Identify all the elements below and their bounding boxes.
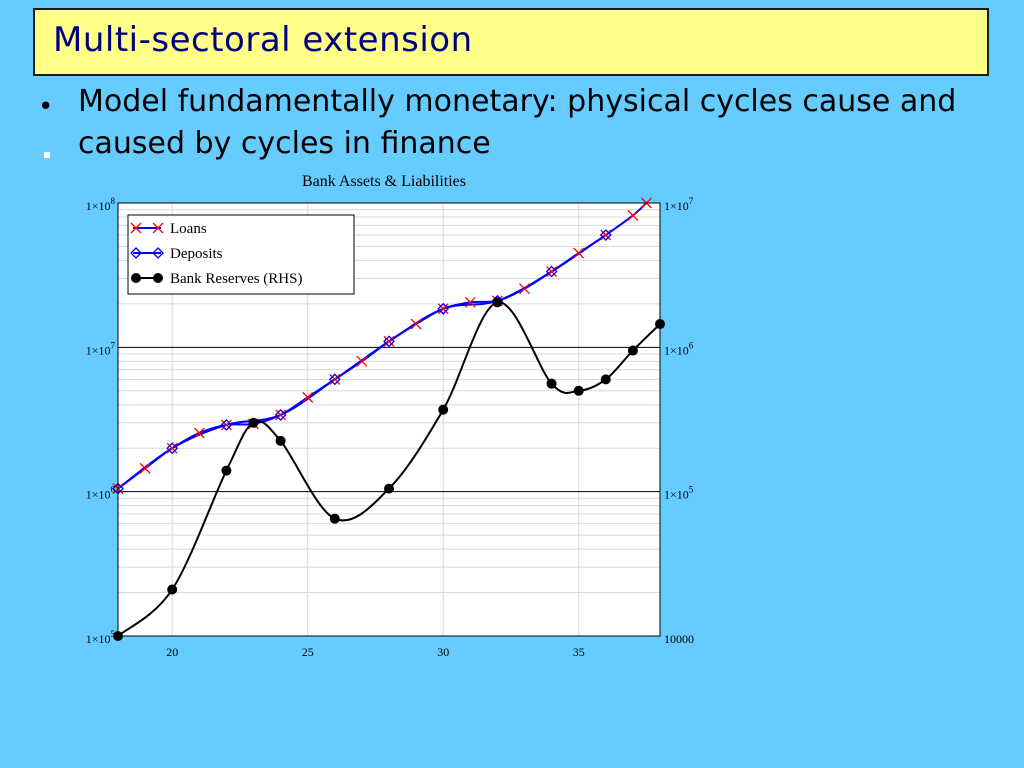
bullet-text-line1: Model fundamentally monetary: physical c… — [78, 84, 957, 119]
legend-label-loans: Loans — [170, 221, 207, 237]
marker-loans — [627, 209, 639, 221]
marker-loans — [546, 266, 558, 278]
marker-reserves — [573, 385, 584, 396]
marker-loans — [220, 419, 232, 431]
y2-tick-label: 1×106 — [664, 340, 694, 357]
legend-label-deposits: Deposits — [170, 246, 223, 262]
legend-marker-deposits — [152, 247, 164, 259]
legend: Loans Deposits Bank Reserves (RHS) — [127, 214, 355, 295]
marker-loans — [139, 462, 151, 474]
chart-title: Bank Assets & Liabilities — [302, 173, 466, 190]
plot-frame — [117, 202, 661, 637]
marker-loans — [383, 335, 395, 347]
marker-loans — [329, 373, 341, 385]
marker-reserves — [600, 374, 611, 385]
marker-loans — [193, 427, 205, 439]
y2-tick-label: 10000 — [664, 632, 694, 646]
title-box: Multi-sectoral extension — [33, 8, 989, 76]
legend-marker-deposits — [130, 247, 142, 259]
marker-reserves — [384, 483, 394, 494]
marker-loans — [573, 247, 585, 259]
slide-title: Multi-sectoral extension — [53, 20, 473, 60]
x-tick-label: 25 — [302, 645, 314, 659]
marker-loans — [410, 318, 422, 330]
marker-reserves — [275, 435, 286, 446]
x-tick-label: 30 — [437, 645, 449, 659]
marker-loans — [464, 296, 476, 308]
marker-reserves — [546, 378, 557, 389]
marker-deposits — [274, 409, 287, 421]
y-tick-label: 1×107 — [86, 340, 116, 357]
y-tick-label: 1×105 — [86, 629, 116, 646]
bullet-text-line2: caused by cycles in finance — [78, 126, 491, 161]
legend-marker-reserves — [131, 273, 141, 283]
y-tick-label: 1×108 — [86, 196, 116, 213]
x-tick-label: 35 — [573, 645, 585, 659]
series-layer — [112, 197, 665, 641]
legend-box — [127, 214, 355, 295]
bullet-symbol: • — [38, 92, 54, 122]
legend-label-reserves: Bank Reserves (RHS) — [170, 271, 302, 287]
legend-marker-loans — [152, 222, 164, 234]
y2-tick-label: 1×107 — [664, 196, 694, 213]
marker-deposits — [545, 265, 558, 278]
marker-deposits — [328, 373, 341, 386]
marker-reserves — [438, 404, 449, 415]
marker-deposits — [437, 302, 450, 315]
bullet-marker — [44, 152, 50, 158]
marker-reserves — [221, 465, 232, 476]
x-tick-label: 20 — [166, 645, 178, 659]
marker-reserves — [248, 417, 259, 428]
marker-reserves — [167, 584, 178, 595]
y-tick-label: 1×106 — [86, 485, 116, 502]
legend-marker-reserves — [153, 273, 163, 283]
marker-reserves — [627, 345, 638, 356]
marker-loans — [166, 442, 178, 454]
axis-layer: 1×105 1×106 1×107 1×108 10000 1×105 1×106 1×107… — [86, 196, 694, 659]
marker-loans — [275, 409, 287, 421]
marker-deposits — [383, 335, 395, 348]
marker-loans — [356, 355, 368, 367]
marker-deposits — [220, 419, 233, 431]
marker-loans — [600, 229, 612, 241]
marker-deposits — [599, 229, 612, 241]
marker-loans — [437, 303, 449, 315]
marker-deposits — [166, 442, 179, 455]
legend-marker-loans — [130, 222, 142, 234]
marker-reserves — [492, 297, 503, 308]
marker-reserves — [329, 513, 340, 524]
marker-loans — [519, 283, 530, 295]
y2-tick-label: 1×105 — [664, 485, 694, 502]
marker-loans — [302, 391, 314, 403]
